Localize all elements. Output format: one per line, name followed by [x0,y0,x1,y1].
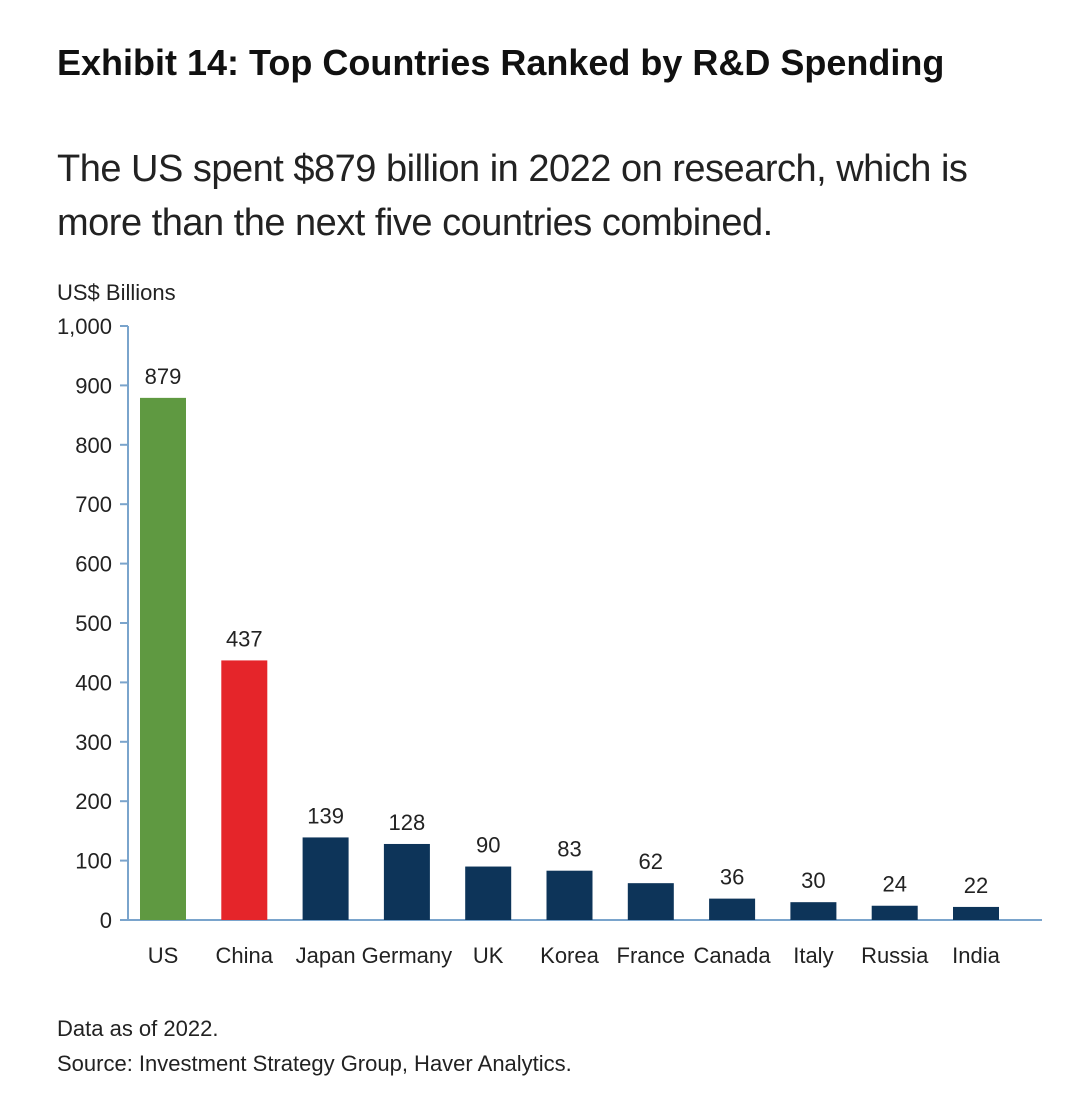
bar-italy [790,902,837,920]
x-tick-label: China [216,943,274,968]
y-tick-label: 100 [75,849,112,874]
data-label: 22 [964,873,988,898]
y-tick-label: 400 [75,670,112,695]
bar-us [140,397,186,920]
y-tick-label: 900 [75,373,112,398]
bar-germany [383,843,430,920]
x-tick-label: UK [473,943,504,968]
x-tick-label: Russia [861,943,929,968]
bar-korea [546,870,593,920]
data-label: 30 [801,868,825,893]
bar-france [627,883,674,920]
y-tick-label: 800 [75,433,112,458]
y-tick-label: 700 [75,492,112,517]
bar-uk [465,866,512,920]
y-tick-label: 300 [75,730,112,755]
bar-chart: 0 100 200 300 400 500 600 700 800 900 1,000 879 US 43… [57,314,1042,968]
data-label: 90 [476,833,500,858]
y-tick-label: 200 [75,789,112,814]
x-tick-label: Japan [296,943,356,968]
bar-india [953,906,999,920]
y-tick-label: 1,000 [57,314,112,339]
y-axis-unit-label: US$ Billions [57,280,176,305]
chart-title: Exhibit 14: Top Countries Ranked by R&D … [57,42,945,83]
bar-china [221,660,268,920]
x-tick-label: France [617,943,685,968]
data-label: 36 [720,865,744,890]
data-label: 879 [145,364,182,389]
x-tick-label: Canada [694,943,772,968]
x-tick-label: Germany [362,943,452,968]
bar-russia [871,905,918,920]
bar-canada [709,898,756,920]
x-tick-label: US [148,943,179,968]
bar-japan [302,837,349,920]
data-label: 437 [226,626,263,651]
data-label: 139 [307,803,344,828]
x-tick-label: India [952,943,1000,968]
chart-subtitle: The US spent $879 billion in 2022 on res… [57,148,968,244]
y-tick-label: 500 [75,611,112,636]
data-label: 24 [882,872,906,897]
x-tick-label: Korea [540,943,599,968]
y-tick-label: 600 [75,552,112,577]
data-date-note: Data as of 2022. [57,1016,219,1041]
data-label: 128 [389,810,426,835]
data-label: 62 [639,849,663,874]
source-note: Source: Investment Strategy Group, Haver… [57,1051,572,1076]
x-tick-label: Italy [793,943,833,968]
data-label: 83 [557,837,581,862]
y-tick-label: 0 [100,908,112,933]
